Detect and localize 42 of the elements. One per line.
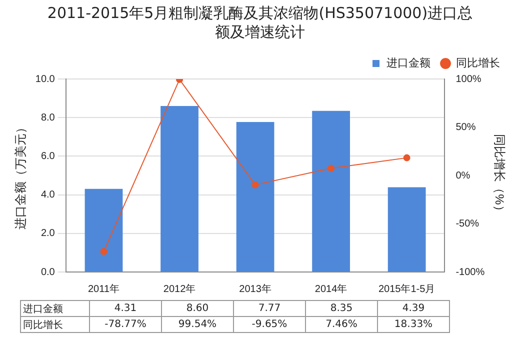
x-tick-label: 2013年 bbox=[239, 282, 272, 295]
data-label: 4.39 bbox=[378, 300, 450, 316]
y2-tick-label: -100% bbox=[456, 266, 485, 278]
y2-tick-label: 0% bbox=[456, 170, 470, 182]
data-label: 7.77 bbox=[234, 300, 306, 316]
x-tick-label: 2015年1-5月 bbox=[378, 282, 436, 295]
text: 进口金额 bbox=[23, 304, 63, 314]
bar bbox=[84, 188, 123, 272]
y2-tick-label: 100% bbox=[456, 74, 482, 85]
data-label: 8.60 bbox=[162, 300, 234, 316]
y-axis-title: 进口金额（万美元） bbox=[14, 122, 28, 230]
y2-tick-label: 50% bbox=[456, 122, 476, 133]
legend-label: 同比增长 bbox=[456, 56, 500, 70]
y-tick-label: 10.0 bbox=[35, 74, 56, 85]
y-tick-label: 0.0 bbox=[40, 266, 56, 278]
legend-label: 进口金额 bbox=[386, 56, 430, 70]
data-label: 18.33% bbox=[378, 316, 450, 332]
y2-tick-label: -50% bbox=[456, 218, 480, 230]
point bbox=[252, 181, 259, 188]
y-tick-label: 8.0 bbox=[40, 112, 56, 124]
x-tick-label: 2012年 bbox=[163, 282, 196, 295]
bar bbox=[388, 187, 426, 272]
point bbox=[403, 154, 410, 162]
data-label: 4.31 bbox=[90, 300, 162, 316]
text: 同比增长 bbox=[23, 320, 63, 330]
bar bbox=[236, 122, 274, 272]
data-label: -78.77% bbox=[90, 316, 162, 332]
point bbox=[100, 248, 108, 256]
data-label: 7.46% bbox=[306, 316, 378, 332]
y2-axis-title: 同比增长（%） bbox=[492, 134, 506, 217]
x-tick-label: 2011年 bbox=[88, 282, 120, 295]
point bbox=[328, 164, 335, 172]
x-tick-label: 2014年 bbox=[314, 282, 348, 295]
data-label: 8.35 bbox=[306, 300, 378, 316]
data-label: 99.54% bbox=[162, 316, 234, 332]
chart-title: 2011-2015年5月粗制凝乳酶及其浓缩物(HS35071000)进口总额及增速统计 bbox=[46, 4, 474, 42]
y-tick-label: 4.0 bbox=[40, 190, 56, 201]
y-tick-label: 6.0 bbox=[40, 150, 56, 162]
data-label: -9.65% bbox=[234, 316, 306, 332]
y-tick-label: 2.0 bbox=[40, 228, 56, 240]
bar bbox=[160, 106, 198, 272]
bar bbox=[312, 110, 350, 272]
